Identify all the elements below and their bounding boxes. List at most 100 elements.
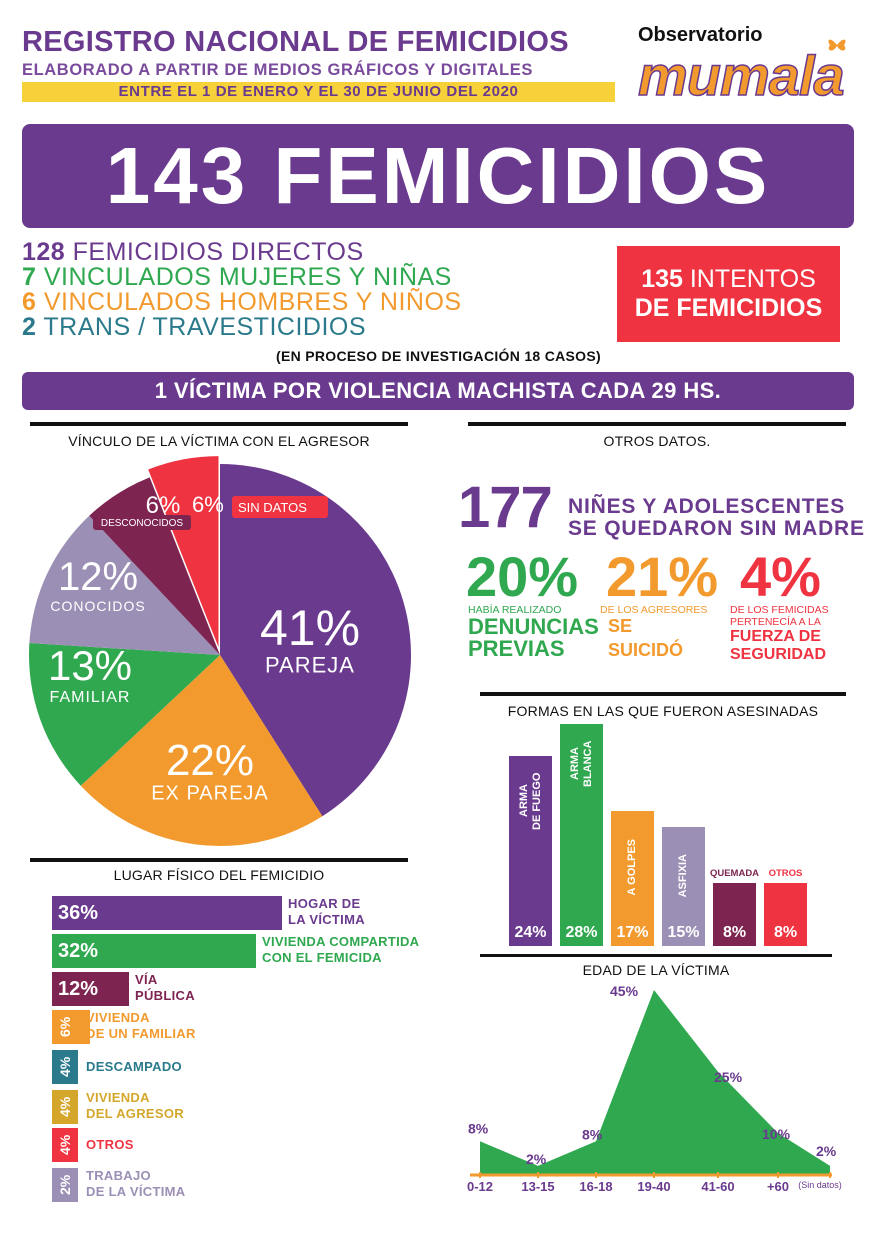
report-subtitle: ELABORADO A PARTIR DE MEDIOS GRÁFICOS Y … (22, 61, 533, 79)
method-bar-label-line1: ARMA (517, 784, 530, 818)
place-bar-label-line2: DE UN FAMILIAR (86, 1026, 196, 1041)
pie-slice-value: 22% (166, 736, 254, 785)
pie-label-sin-datos: 6% SIN DATOS (192, 492, 328, 518)
place-bar-label: OTROS (86, 1137, 134, 1153)
place-bar-label-line1: DESCAMPADO (86, 1059, 182, 1074)
age-category-label: 16-18 (579, 1179, 612, 1194)
age-category-label: 13-15 (521, 1179, 554, 1194)
place-bar-label-line1: VIVIENDA (86, 1090, 150, 1105)
place-bar-label-line1: TRABAJO (86, 1168, 151, 1183)
age-area-chart: 8% 2% 8% 45% 25% 10% 2% 0-12 13-15 16-18 19-40 41-6… (467, 983, 842, 1194)
breakdown-label: VINCULADOS MUJERES Y NIÑAS (36, 263, 452, 291)
method-bar-value: 8% (722, 924, 747, 941)
place-bar-label-line1: VÍA (135, 972, 158, 987)
age-category-label: (Sin datos) (798, 1180, 842, 1190)
children-line2: SE QUEDARON SIN MADRE (568, 517, 865, 540)
breakdown-number: 128 (22, 238, 66, 266)
method-bar-label-line1: ASFIXIA (677, 853, 689, 898)
headline-box: 143 FEMICIDIOS (22, 124, 854, 228)
method-bar-label: ARMA DE FUEGO (509, 766, 552, 836)
place-bar: 6% (52, 1010, 90, 1044)
pie-slice (80, 655, 323, 846)
place-bar-value: 2% (57, 1174, 73, 1196)
breakdown-number: 6 (22, 288, 37, 316)
banner-text: 1 VÍCTIMA POR VIOLENCIA MACHISTA CADA 29… (154, 378, 722, 403)
age-title: EDAD DE LA VÍCTIMA (582, 962, 730, 978)
pie-title: VÍNCULO DE LA VÍCTIMA CON EL AGRESOR (68, 433, 370, 449)
breakdown-list: 128 FEMICIDIOS DIRECTOS 7 VINCULADOS MUJE… (22, 240, 462, 340)
breakdown-row: 7 VINCULADOS MUJERES Y NIÑAS (22, 265, 462, 290)
rule-method (480, 692, 846, 696)
logo-observatorio: Observatorio (638, 24, 763, 46)
place-bar-label: VIVIENDA DE UN FAMILIAR (86, 1010, 196, 1042)
children-line1: NIÑES Y ADOLESCENTES (568, 495, 846, 518)
rule-other (468, 422, 846, 426)
place-bar-label-line2: DEL AGRESOR (86, 1106, 184, 1121)
rule-place (30, 858, 408, 862)
place-bar: 4% (52, 1050, 78, 1084)
place-bar-value: 6% (57, 1016, 73, 1038)
pie-label-bg (93, 515, 191, 530)
report-period: ENTRE EL 1 DE ENERO Y EL 30 DE JUNIO DEL… (22, 82, 615, 102)
method-bar: 24% ARMA DE FUEGO (509, 756, 552, 946)
place-bar-value: 4% (57, 1134, 73, 1156)
method-bar-label-line2: DE FUEGO (530, 772, 543, 830)
pie-slice (28, 643, 220, 786)
stat2-value: 21% (606, 545, 719, 608)
method-bar-label-text: ASFIXIA (677, 854, 690, 897)
logo-mumala: mumala (637, 44, 845, 107)
place-bar-label-line1: HOGAR DE (288, 896, 361, 911)
pie-slice-value: 6% (146, 492, 181, 519)
place-bar: 36% (52, 896, 282, 930)
stat1-big1: DENUNCIAS (468, 614, 599, 639)
method-bar-label-text: ARMA DE FUEGO (518, 766, 544, 836)
age-value-label: 2% (816, 1143, 837, 1159)
attempts-box: 135 INTENTOS DE FEMICIDIOS (617, 246, 840, 342)
investigation-note: (EN PROCESO DE INVESTIGACIÓN 18 CASOS) (276, 348, 601, 364)
pie-slice-value: 13% (48, 642, 132, 689)
place-bar-value: 4% (57, 1096, 73, 1118)
pie-slice-value: 6% (192, 492, 224, 517)
stat3-big1: FUERZA DE (730, 628, 821, 645)
method-bar-value: 24% (514, 924, 547, 941)
breakdown-row: 2 TRANS / TRAVESTICIDIOS (22, 315, 462, 340)
breakdown-label: VINCULADOS HOMBRES Y NIÑOS (36, 288, 462, 316)
age-category-label: 19-40 (637, 1179, 670, 1194)
breakdown-number: 2 (22, 313, 37, 341)
other-title: OTROS DATOS. (603, 433, 711, 449)
stat3-small1: DE LOS FEMICIDAS (730, 604, 829, 616)
age-value-label: 8% (468, 1120, 489, 1136)
pie-slice-label: SIN DATOS (238, 500, 307, 515)
age-area (480, 990, 830, 1174)
pie-slice-label: DESCONOCIDOS (101, 518, 184, 529)
place-bar-label: HOGAR DE LA VÍCTIMA (288, 896, 365, 928)
age-value-label: 2% (526, 1151, 547, 1167)
method-bar-label: A GOLPES (611, 821, 654, 914)
stat1-big2: PREVIAS (468, 636, 565, 661)
pie-slice-label: CONOCIDOS (50, 598, 145, 614)
method-bar-value: 15% (667, 924, 700, 941)
method-bar-label: OTROS (768, 868, 803, 879)
headline-text: 143 FEMICIDIOS (105, 131, 771, 220)
place-bar: 2% (52, 1168, 78, 1202)
pie-label-bg (232, 496, 328, 518)
stat1-value: 20% (466, 545, 579, 608)
place-bar: 4% (52, 1090, 78, 1124)
place-bar-label-line2: DE LA VÍCTIMA (86, 1184, 186, 1199)
age-category-label: 41-60 (701, 1179, 734, 1194)
place-bar-label-line2: CON EL FEMICIDA (262, 950, 382, 965)
stat3-value: 4% (740, 545, 821, 608)
place-bar-value: 4% (57, 1056, 73, 1078)
place-bar-label-line2: PÚBLICA (135, 988, 195, 1003)
pie-slice-label: FAMILIAR (50, 689, 131, 706)
breakdown-number: 7 (22, 263, 37, 291)
stat3-big2: SEGURIDAD (730, 646, 827, 663)
place-bar-label-line2: LA VÍCTIMA (288, 912, 365, 927)
age-category-label: 0-12 (467, 1179, 493, 1194)
place-bar: 4% (52, 1128, 78, 1162)
pie-slice (29, 515, 221, 655)
method-bar-label: ASFIXIA (662, 837, 705, 914)
place-bar-label: VÍA PÚBLICA (135, 972, 195, 1004)
method-bar: 28% ARMA BLANCA (560, 724, 603, 946)
method-title: FORMAS EN LAS QUE FUERON ASESINADAS (507, 703, 819, 719)
